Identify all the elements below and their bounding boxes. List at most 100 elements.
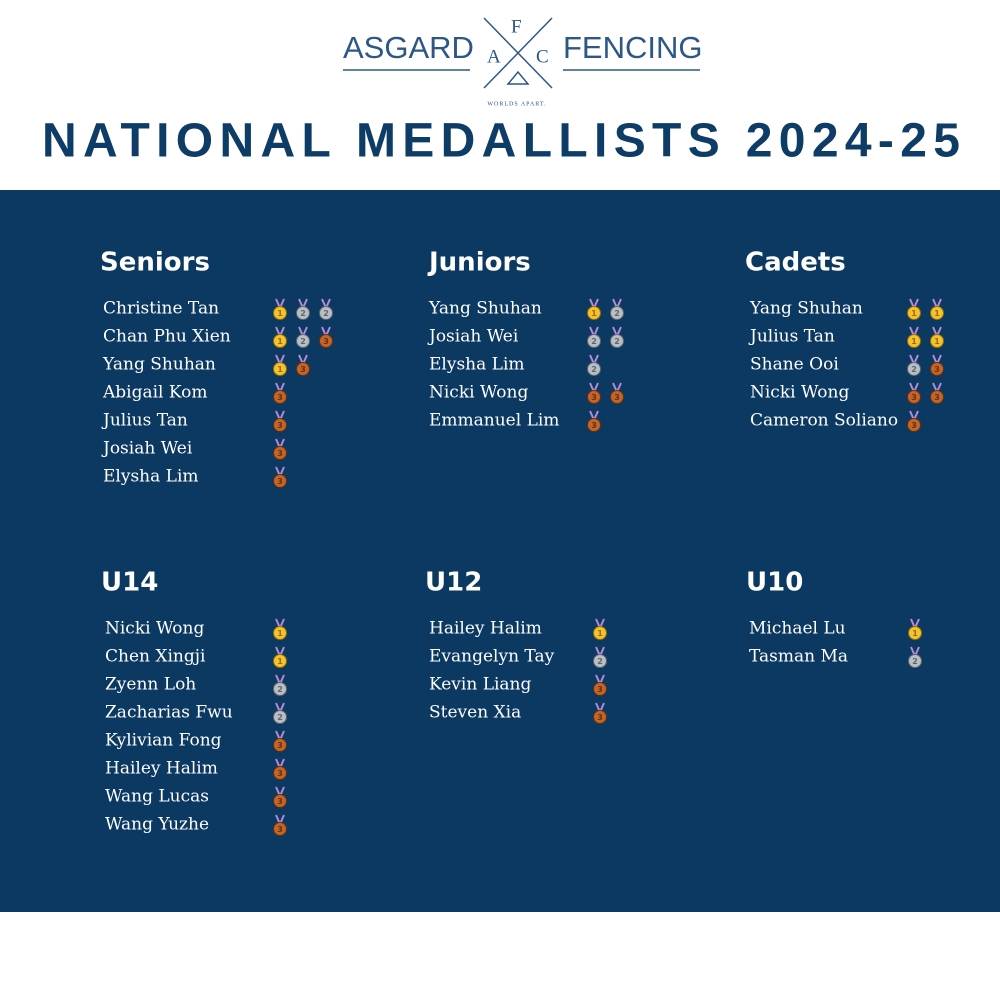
medal: 2 xyxy=(319,298,333,320)
medal-number: 1 xyxy=(912,629,918,638)
medallist-name: Shane Ooi xyxy=(750,355,839,375)
medallist-name: Zacharias Fwu xyxy=(105,703,233,723)
medallist-name: Josiah Wei xyxy=(101,439,193,459)
title: NATIONAL MEDALLISTS 2024-25 xyxy=(42,115,960,168)
medal-number: 1 xyxy=(591,309,597,318)
medal-disc xyxy=(907,306,921,320)
medal-disc xyxy=(593,710,607,724)
medallist-name: Josiah Wei xyxy=(427,327,519,347)
medal-disc xyxy=(610,390,624,404)
panel xyxy=(0,190,1000,912)
medal-disc xyxy=(587,418,601,432)
medal: 3 xyxy=(273,758,287,780)
medal-disc xyxy=(273,626,287,640)
medal: 2 xyxy=(587,354,601,376)
medal-number: 1 xyxy=(934,337,940,346)
medallist-name: Hailey Halim xyxy=(429,619,542,639)
medal-number: 3 xyxy=(277,393,283,402)
medal: 2 xyxy=(296,298,310,320)
medal-disc xyxy=(930,334,944,348)
medallist-name: Kevin Liang xyxy=(429,675,532,695)
medal: 1 xyxy=(930,298,944,320)
medal-number: 2 xyxy=(614,337,620,346)
medal: 3 xyxy=(319,326,333,348)
medal: 1 xyxy=(930,326,944,348)
medallist-name: Julius Tan xyxy=(748,327,835,347)
logo-letter: A xyxy=(487,46,501,67)
medal-disc xyxy=(587,306,601,320)
medal-number: 3 xyxy=(277,741,283,750)
medal-number: 2 xyxy=(277,685,283,694)
medal-disc xyxy=(273,822,287,836)
medallist-name: Kylivian Fong xyxy=(105,731,222,751)
medal-number: 1 xyxy=(277,657,283,666)
medal-disc xyxy=(296,334,310,348)
medal-number: 3 xyxy=(934,393,940,402)
medal-number: 3 xyxy=(911,393,917,402)
medal-disc xyxy=(273,682,287,696)
medal-disc xyxy=(610,306,624,320)
logo: ASGARD FENCING F A C WORLDS APART. xyxy=(343,16,703,107)
medal-disc xyxy=(273,710,287,724)
medal-number: 2 xyxy=(591,337,597,346)
group-title: Juniors xyxy=(427,248,531,278)
medallist-name: Chan Phu Xien xyxy=(103,327,231,347)
medal: 3 xyxy=(273,438,287,460)
medal: 3 xyxy=(273,814,287,836)
medal: 1 xyxy=(907,298,921,320)
medal-disc xyxy=(587,390,601,404)
medal-disc xyxy=(593,654,607,668)
medal: 1 xyxy=(273,298,287,320)
medal-number: 3 xyxy=(591,421,597,430)
medal-number: 3 xyxy=(277,477,283,486)
medal-number: 1 xyxy=(277,337,283,346)
logo-mark xyxy=(506,70,530,85)
medal-disc xyxy=(273,738,287,752)
medal-disc xyxy=(587,362,601,376)
medal-number: 1 xyxy=(277,629,283,638)
medallist-name: Michael Lu xyxy=(749,619,846,639)
medal: 3 xyxy=(273,730,287,752)
medal-disc xyxy=(930,362,944,376)
medal: 3 xyxy=(273,466,287,488)
medallist-name: Chen Xingji xyxy=(105,647,206,667)
medal-disc xyxy=(593,682,607,696)
medal-disc xyxy=(907,334,921,348)
medal-disc xyxy=(319,334,333,348)
medallist-name: Elysha Lim xyxy=(103,467,199,487)
medal: 1 xyxy=(593,618,607,640)
sword xyxy=(483,17,553,89)
medal: 1 xyxy=(587,298,601,320)
medal: 2 xyxy=(907,354,921,376)
medal-number: 1 xyxy=(597,629,603,638)
medallist-name: Yang Shuhan xyxy=(428,299,542,319)
medal: 3 xyxy=(273,786,287,808)
medal: 1 xyxy=(907,326,921,348)
medal: 2 xyxy=(610,326,624,348)
medal: 3 xyxy=(930,382,944,404)
medal-disc xyxy=(930,306,944,320)
medallist-name: Christine Tan xyxy=(103,299,219,319)
medal: 1 xyxy=(908,618,922,640)
medal-number: 2 xyxy=(912,657,918,666)
medal-disc xyxy=(273,306,287,320)
medal: 3 xyxy=(593,702,607,724)
medal-number: 3 xyxy=(277,421,283,430)
medal-number: 1 xyxy=(934,309,940,318)
medal-number: 3 xyxy=(277,449,283,458)
medal: 2 xyxy=(593,646,607,668)
medal-disc xyxy=(296,306,310,320)
medal-disc xyxy=(593,626,607,640)
medal-number: 1 xyxy=(277,365,283,374)
medal: 3 xyxy=(907,382,921,404)
medallist-name: Nicki Wong xyxy=(750,383,849,403)
group-title: U14 xyxy=(101,568,158,598)
medal-number: 3 xyxy=(934,365,940,374)
medal: 3 xyxy=(907,410,921,432)
medal: 3 xyxy=(273,382,287,404)
medallist-name: Cameron Soliano xyxy=(750,411,898,431)
medal-disc xyxy=(273,334,287,348)
medal-number: 3 xyxy=(614,393,620,402)
medallist-name: Steven Xia xyxy=(429,703,521,723)
medal: 1 xyxy=(273,326,287,348)
